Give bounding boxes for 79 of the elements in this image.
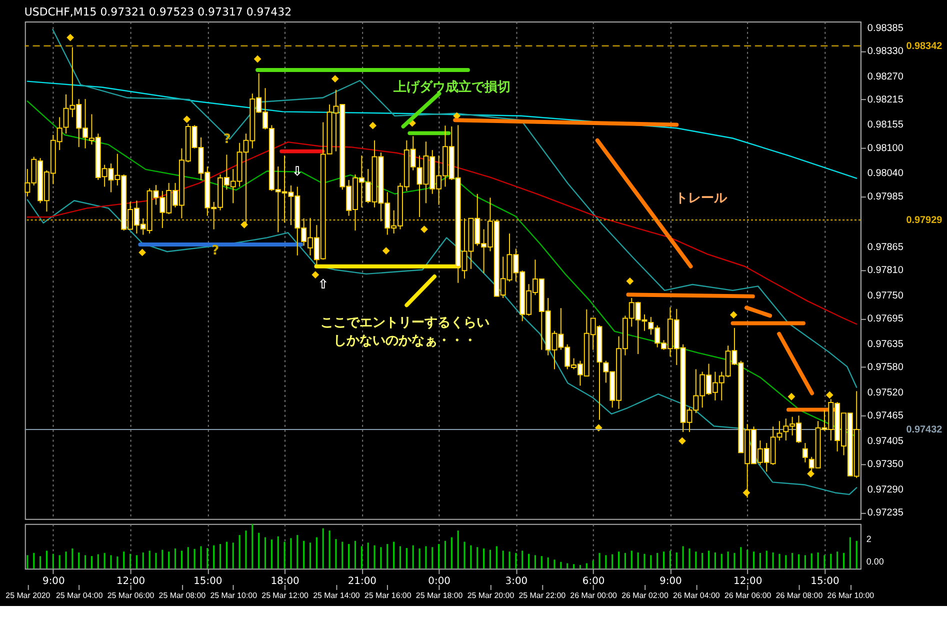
- x-tick-label: 21:00: [348, 576, 376, 588]
- x2-tick-label: 25 Mar 18:00: [416, 590, 464, 600]
- x2-tick-label: 25 Mar 06:00: [107, 590, 155, 600]
- x2-tick-label: 25 Mar 08:00: [158, 590, 206, 600]
- x2-tick-label: 26 Mar 00:00: [570, 590, 618, 600]
- annotation: ?: [223, 132, 231, 147]
- x2-tick-label: 25 Mar 10:00: [210, 590, 258, 600]
- x-tick-label: 18:00: [270, 576, 300, 588]
- point: [331, 75, 339, 82]
- y-tick-label: 0.97405: [867, 436, 904, 447]
- x-tick-label: 12:00: [734, 576, 762, 588]
- point: [183, 116, 191, 123]
- y-tick-label: 0.97695: [867, 314, 904, 325]
- y-tick-label: 0.98100: [867, 142, 904, 154]
- point: [240, 220, 248, 228]
- y-tick-label: 0.97865: [867, 242, 904, 253]
- annotation: ?: [212, 243, 220, 258]
- x-tick-label: 9:00: [42, 576, 65, 588]
- y-tick-label: 0.98270: [867, 71, 904, 82]
- annotation: トレール: [674, 191, 728, 206]
- x2-tick-label: 25 Mar 20:00: [467, 590, 515, 600]
- point: [369, 122, 377, 130]
- line-series: [52, 28, 858, 388]
- y-tick-label: 0.97810: [867, 265, 904, 276]
- y-tick-label: 0.98385: [867, 22, 904, 34]
- point: [254, 55, 262, 63]
- y-tick-label: 0.97520: [867, 387, 904, 398]
- y-tick-label: 0.97235: [867, 508, 904, 519]
- x2-tick-label: 25 Mar 16:00: [364, 590, 412, 600]
- y-tick-label: 0.98330: [867, 46, 904, 57]
- text: 2: [866, 534, 872, 544]
- line-series: [26, 80, 858, 179]
- y-tick-label: 0.97750: [867, 290, 904, 302]
- point: [138, 248, 146, 256]
- x2-tick-label: 26 Mar 10:00: [827, 590, 875, 600]
- x-tick-label: 15:00: [194, 576, 222, 588]
- y-tick-label: 0.98215: [867, 94, 904, 106]
- y-tick-label: 0.98155: [867, 120, 904, 131]
- point: [788, 392, 796, 400]
- y-tick-label: 0.98040: [867, 168, 904, 180]
- x2-tick-label: 25 Mar 2020: [6, 590, 51, 600]
- x-tick-label: 12:00: [116, 576, 146, 588]
- x-tick-label: 6:00: [582, 576, 605, 588]
- ref-line-label: 0.97432: [906, 424, 943, 436]
- point: [807, 470, 814, 478]
- y-tick-label: 0.97635: [867, 338, 904, 350]
- y-tick-label: 0.97290: [867, 484, 904, 496]
- point: [420, 226, 428, 233]
- point: [626, 277, 634, 285]
- x2-tick-label: 26 Mar 06:00: [724, 590, 772, 600]
- point: [826, 391, 834, 399]
- text: 0.00: [866, 556, 884, 566]
- x2-tick-label: 26 Mar 02:00: [622, 590, 669, 600]
- point: [312, 271, 320, 278]
- annotation: ⇧: [318, 278, 329, 293]
- y-tick-label: 0.97985: [867, 191, 904, 202]
- point: [382, 247, 390, 254]
- chart-title: USDCHF,M15 0.97321 0.97523 0.97317 0.97432: [24, 6, 292, 19]
- x-tick-label: 9:00: [660, 576, 682, 588]
- annotation: ここでエントリーするくらいしかないのかなぁ・・・: [320, 315, 490, 348]
- ref-line-label: 0.98342: [906, 40, 943, 52]
- x2-tick-label: 25 Mar 04:00: [56, 590, 104, 600]
- x2-tick-label: 25 Mar 22:00: [518, 590, 566, 600]
- x2-tick-label: 26 Mar 08:00: [776, 590, 824, 600]
- x-tick-label: 3:00: [505, 576, 528, 588]
- point: [730, 311, 738, 319]
- y-tick-label: 0.97465: [867, 410, 904, 422]
- y-tick-label: 0.97580: [867, 362, 904, 374]
- candlestick: [802, 442, 808, 463]
- x2-tick-label: 25 Mar 12:00: [262, 590, 310, 600]
- y-tick-label: 0.97350: [867, 459, 904, 470]
- ref-line-label: 0.97929: [906, 215, 943, 226]
- x-tick-label: 15:00: [810, 576, 840, 588]
- point: [678, 437, 686, 445]
- x2-tick-label: 25 Mar 14:00: [313, 590, 360, 600]
- x2-tick-label: 26 Mar 04:00: [673, 590, 720, 600]
- point: [66, 34, 74, 42]
- annotation: 上げダウ成立で損切: [392, 79, 510, 96]
- x-tick-label: 0:00: [428, 576, 450, 588]
